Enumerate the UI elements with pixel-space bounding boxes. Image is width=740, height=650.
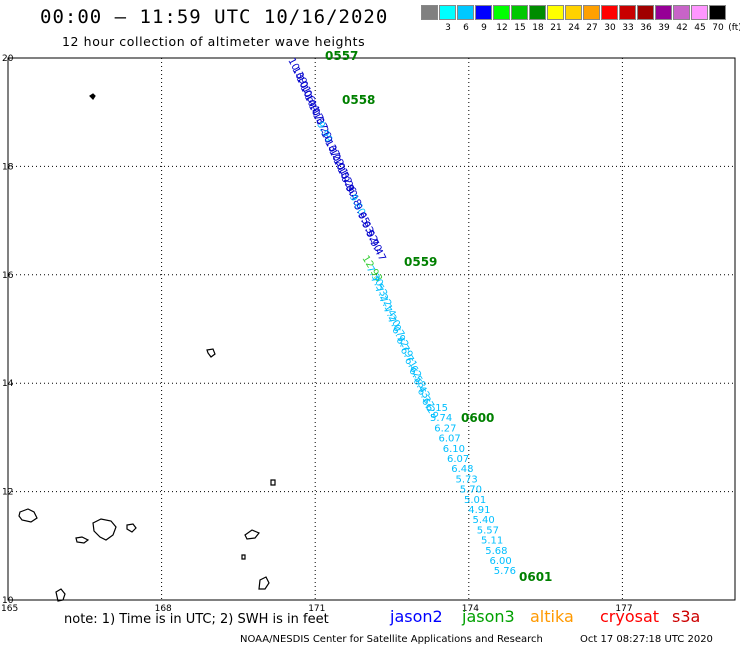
satellite-name: jason3 xyxy=(462,607,515,626)
credit-text: NOAA/NESDIS Center for Satellite Applica… xyxy=(240,634,543,645)
legend-tick-label: 36 xyxy=(640,23,652,33)
island-outlines xyxy=(18,93,276,602)
legend-tick-label: 27 xyxy=(586,23,598,33)
time-label: 0559 xyxy=(404,255,437,269)
swh-reading: 6.07 xyxy=(439,434,461,445)
legend-swatch xyxy=(511,5,528,20)
swh-reading: 5.01 xyxy=(464,495,486,506)
time-label: 0558 xyxy=(342,93,375,107)
latitude-label: 16 xyxy=(2,271,14,281)
longitude-label: 165 xyxy=(1,604,18,614)
legend-tick-label: 42 xyxy=(676,23,688,33)
legend-swatch xyxy=(637,5,654,20)
legend-swatch xyxy=(601,5,618,20)
latitude-label: 20 xyxy=(2,54,14,64)
swh-readings: 10.3910.0110.0610.4410.1710.3710.299.991… xyxy=(285,56,516,577)
legend-tick-label: 18 xyxy=(532,23,544,33)
swh-reading: 5.76 xyxy=(494,566,516,577)
legend-swatch xyxy=(547,5,564,20)
legend-swatch xyxy=(673,5,690,20)
swh-reading: 5.68 xyxy=(485,546,507,557)
legend-swatch xyxy=(421,5,438,20)
legend-tick-label: 30 xyxy=(604,23,616,33)
island-outline xyxy=(206,348,216,358)
legend-tick-label: 6 xyxy=(463,23,469,33)
latitude-label: 14 xyxy=(2,379,14,389)
legend-tick-label: 24 xyxy=(568,23,580,33)
swh-reading: 5.73 xyxy=(456,474,478,485)
satellite-name: cryosat xyxy=(600,607,660,626)
swh-reading: 5.70 xyxy=(460,485,482,496)
time-labels: 0557 0558 0559 0600 0601 xyxy=(325,49,552,584)
latitude-label: 12 xyxy=(2,488,13,498)
swh-reading: 6.15 xyxy=(426,403,448,414)
latitude-label: 10 xyxy=(2,596,14,606)
satellite-name: altika xyxy=(530,607,574,626)
island-outline xyxy=(89,93,96,100)
island-outline xyxy=(75,536,90,544)
island-outline xyxy=(244,529,260,540)
legend-tick-label: 33 xyxy=(622,23,634,33)
island-outline xyxy=(241,554,246,560)
island-outline xyxy=(55,588,66,602)
swh-reading: 5.57 xyxy=(477,525,499,536)
lat-lon-grid xyxy=(7,57,736,601)
legend-tick-label: 21 xyxy=(550,23,562,33)
legend-swatch xyxy=(655,5,672,20)
satellite-name: jason2 xyxy=(390,607,443,626)
swh-reading: 5.40 xyxy=(473,515,495,526)
longitude-label: 174 xyxy=(462,604,479,614)
legend-swatch xyxy=(619,5,636,20)
swh-reading: 6.07 xyxy=(447,454,469,465)
satellite-name: s3a xyxy=(672,607,701,626)
legend-swatch xyxy=(565,5,582,20)
island-outline xyxy=(270,479,276,486)
legend-tick-label: 39 xyxy=(658,23,670,33)
longitude-labels: 165 168 171 174 177 xyxy=(1,604,633,614)
longitude-label: 168 xyxy=(155,604,172,614)
latitude-label: 18 xyxy=(2,162,14,172)
legend-swatch xyxy=(457,5,474,20)
legend-unit: (ft) xyxy=(728,23,740,33)
swh-reading: 4.91 xyxy=(468,505,490,516)
legend-tick-label: 45 xyxy=(694,23,706,33)
swh-reading: 6.00 xyxy=(490,556,512,567)
swh-reading: 5.11 xyxy=(481,536,503,547)
swh-reading: 6.48 xyxy=(451,464,473,475)
legend-swatch xyxy=(583,5,600,20)
time-label: 0557 xyxy=(325,49,358,63)
swh-reading: 5.74 xyxy=(430,413,452,424)
latitude-labels: 20 18 16 14 12 10 xyxy=(2,54,14,606)
legend-swatch xyxy=(475,5,492,20)
time-label: 0600 xyxy=(461,411,494,425)
page-title: 00:00 – 11:59 UTC 10/16/2020 xyxy=(40,6,389,28)
legend-swatch xyxy=(691,5,708,20)
legend-swatch xyxy=(709,5,726,20)
legend-swatch xyxy=(529,5,546,20)
island-outline xyxy=(126,523,137,533)
legend-tick-label: 15 xyxy=(514,23,526,33)
legend-tick-label: 3 xyxy=(445,23,451,33)
page-subtitle: 12 hour collection of altimeter wave hei… xyxy=(62,34,366,49)
swh-reading: 6.10 xyxy=(443,444,465,455)
legend-swatch xyxy=(439,5,456,20)
time-label: 0601 xyxy=(519,570,552,584)
legend-tick-label: 12 xyxy=(496,23,508,33)
generated-timestamp: Oct 17 08:27:18 UTC 2020 xyxy=(580,634,713,645)
legend-tick-label: 70 xyxy=(712,23,724,33)
legend-tick-label: 9 xyxy=(481,23,487,33)
longitude-label: 177 xyxy=(615,604,632,614)
legend-swatch xyxy=(493,5,510,20)
island-outline xyxy=(258,576,270,590)
longitude-label: 171 xyxy=(308,604,325,614)
island-outline xyxy=(92,518,117,541)
island-outline xyxy=(18,508,38,523)
swh-reading: 6.27 xyxy=(434,423,456,434)
footer-note: note: 1) Time is in UTC; 2) SWH is in fe… xyxy=(64,612,329,627)
